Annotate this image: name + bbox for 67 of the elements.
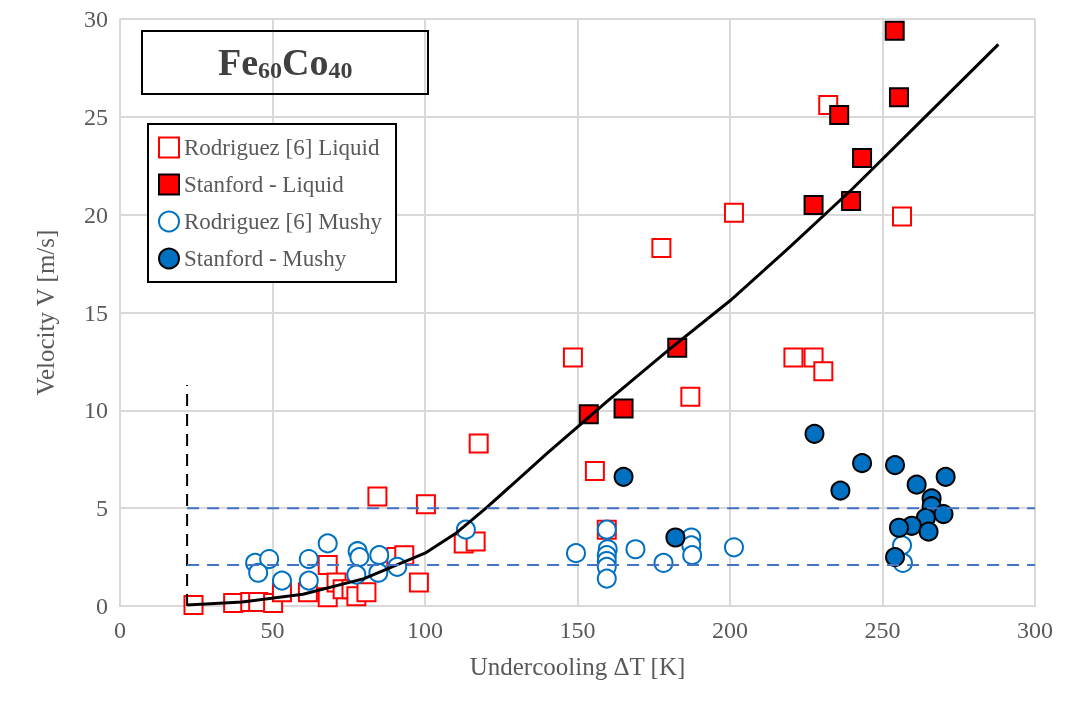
point <box>682 545 703 566</box>
legend-label: Rodriguez [6] Liquid <box>184 135 380 160</box>
x-tick-label: 300 <box>1017 617 1053 643</box>
point <box>613 398 634 419</box>
y-tick-label: 25 <box>84 103 108 130</box>
point <box>852 147 873 168</box>
x-tick-label: 0 <box>114 617 126 643</box>
point <box>723 202 744 223</box>
point <box>884 20 905 41</box>
point <box>906 474 927 495</box>
point <box>804 423 825 444</box>
point <box>317 533 338 554</box>
point <box>369 545 390 566</box>
point <box>367 486 388 507</box>
point <box>830 480 851 501</box>
y-tick-label: 30 <box>84 6 108 32</box>
point <box>885 455 906 476</box>
point <box>565 543 586 564</box>
point <box>468 433 489 454</box>
x-tick-label: 100 <box>407 617 443 643</box>
point <box>651 237 672 258</box>
y-tick-label: 20 <box>84 201 108 228</box>
point <box>829 104 850 125</box>
point <box>680 386 701 407</box>
point <box>653 552 674 573</box>
point <box>562 347 583 368</box>
point <box>783 347 804 368</box>
point <box>356 582 377 603</box>
point <box>841 190 862 211</box>
point <box>888 517 909 538</box>
y-tick-label: 15 <box>84 299 108 326</box>
point <box>803 194 824 215</box>
point <box>613 466 634 487</box>
point <box>885 547 906 568</box>
x-tick-label: 150 <box>559 617 596 643</box>
point <box>248 562 269 583</box>
x-axis-title: Undercooling ΔT [K] <box>469 653 686 680</box>
text: Fe60Co40 <box>218 41 353 83</box>
legend-label: Rodriguez [6] Mushy <box>184 209 383 234</box>
point <box>918 521 939 542</box>
point <box>584 460 605 481</box>
y-tick-label: 10 <box>84 397 108 424</box>
legend-label: Stanford - Liquid <box>184 172 345 197</box>
point <box>596 568 617 589</box>
point <box>933 504 954 525</box>
point <box>665 527 686 548</box>
point <box>625 539 646 560</box>
y-axis-title: Velocity V [m/s] <box>32 229 59 396</box>
point <box>298 570 319 591</box>
point <box>349 547 370 568</box>
point <box>259 549 280 570</box>
point <box>271 570 292 591</box>
point <box>852 453 873 474</box>
point <box>888 87 909 108</box>
x-tick-label: 250 <box>864 617 901 643</box>
point <box>935 466 956 487</box>
x-tick-label: 200 <box>712 617 748 643</box>
point <box>723 537 744 558</box>
point <box>415 494 436 515</box>
y-tick-label: 0 <box>96 593 108 619</box>
x-tick-label: 50 <box>260 617 285 643</box>
y-tick-label: 5 <box>96 495 108 522</box>
point <box>892 206 913 227</box>
point <box>813 361 834 382</box>
point <box>298 549 319 570</box>
legend-label: Stanford - Mushy <box>184 246 347 271</box>
point <box>408 572 429 593</box>
